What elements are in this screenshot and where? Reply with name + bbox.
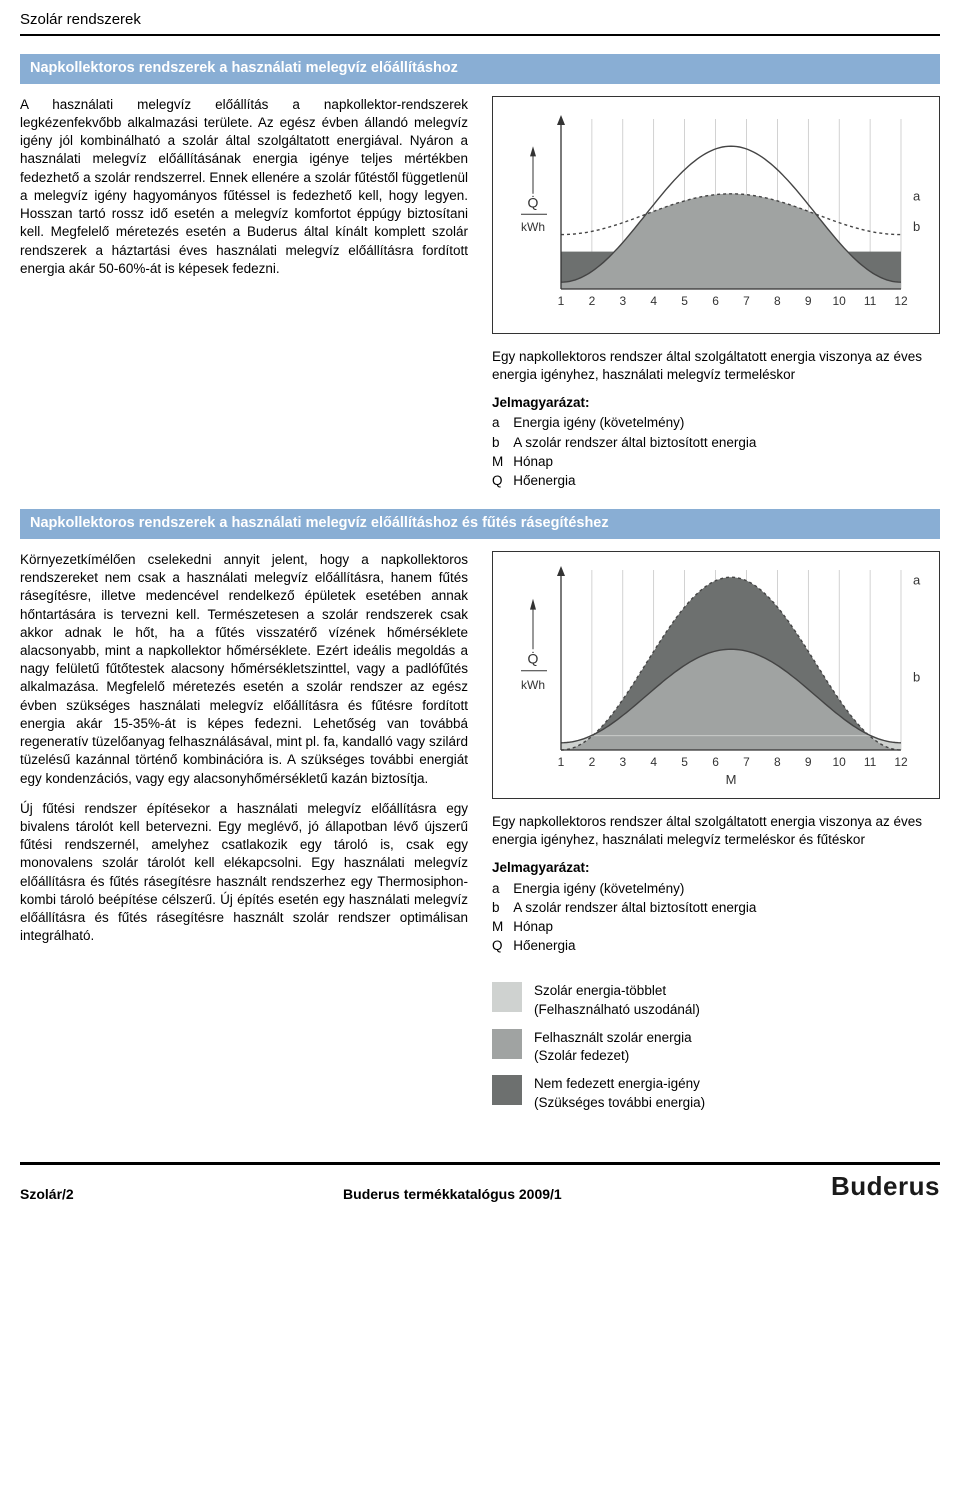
legend-key: a [492, 414, 513, 433]
legend-value: Energia igény (követelmény) [513, 414, 766, 433]
legend-value: Hónap [513, 918, 766, 937]
legend-key: b [492, 434, 513, 453]
swatch-label: Szolár energia-többlet(Felhasználható us… [534, 982, 700, 1018]
chart1-legend: aEnergia igény (követelmény)bA szolár re… [492, 414, 766, 491]
chart1-svg: ab123456789101112Q̇kWh [501, 105, 931, 325]
svg-text:7: 7 [743, 294, 750, 308]
svg-text:1: 1 [558, 294, 565, 308]
svg-text:11: 11 [864, 755, 877, 769]
svg-text:8: 8 [774, 294, 781, 308]
svg-text:M: M [726, 772, 737, 787]
svg-text:12: 12 [894, 755, 908, 769]
footer-brand: Buderus [831, 1169, 940, 1204]
swatch-row: Szolár energia-többlet(Felhasználható us… [492, 982, 940, 1018]
section2-columns: Környezetkímélően cselekedni annyit jele… [20, 551, 940, 1122]
svg-text:6: 6 [712, 755, 719, 769]
chart2-svg: abM123456789101112Q̇kWh [501, 560, 931, 790]
svg-text:2: 2 [589, 755, 596, 769]
legend-value: Energia igény (követelmény) [513, 880, 766, 899]
legend-value: Hónap [513, 453, 766, 472]
svg-text:6: 6 [712, 294, 719, 308]
chart2-caption: Egy napkollektoros rendszer által szolgá… [492, 813, 940, 849]
svg-text:Q̇: Q̇ [528, 650, 539, 666]
svg-text:10: 10 [833, 755, 847, 769]
section2-body1: Környezetkímélően cselekedni annyit jele… [20, 551, 468, 788]
svg-text:8: 8 [774, 755, 781, 769]
legend-key: M [492, 453, 513, 472]
footer-left: Szolár/2 [20, 1185, 74, 1204]
svg-text:11: 11 [864, 294, 877, 308]
swatch-color [492, 1029, 522, 1059]
section1-header: Napkollektoros rendszerek a használati m… [20, 54, 940, 84]
chart2-legend: aEnergia igény (követelmény)bA szolár re… [492, 880, 766, 957]
svg-text:b: b [913, 670, 920, 685]
svg-text:a: a [913, 188, 921, 203]
svg-text:7: 7 [743, 755, 750, 769]
chart1-box: ab123456789101112Q̇kWh [492, 96, 940, 334]
svg-text:9: 9 [805, 755, 812, 769]
footer: Szolár/2 Buderus termékkatalógus 2009/1 … [20, 1162, 940, 1218]
chart1-caption: Egy napkollektoros rendszer által szolgá… [492, 348, 940, 384]
swatch-label: Nem fedezett energia-igény(Szükséges tov… [534, 1075, 705, 1111]
footer-center: Buderus termékkatalógus 2009/1 [343, 1185, 562, 1204]
svg-text:4: 4 [650, 755, 657, 769]
color-swatches: Szolár energia-többlet(Felhasználható us… [492, 982, 940, 1111]
legend-value: Hőenergia [513, 937, 766, 956]
section1-columns: A használati melegvíz előállítás a napko… [20, 96, 940, 492]
swatch-color [492, 982, 522, 1012]
chart2-box: abM123456789101112Q̇kWh [492, 551, 940, 799]
page-title: Szolár rendszerek [20, 10, 940, 30]
svg-text:1: 1 [558, 755, 565, 769]
legend-value: Hőenergia [513, 472, 766, 491]
svg-text:3: 3 [619, 294, 626, 308]
svg-text:4: 4 [650, 294, 657, 308]
svg-text:2: 2 [589, 294, 596, 308]
svg-text:a: a [913, 572, 921, 587]
svg-text:Q̇: Q̇ [528, 194, 539, 210]
svg-text:9: 9 [805, 294, 812, 308]
svg-text:kWh: kWh [521, 220, 545, 234]
swatch-label: Felhasznált szolár energia(Szolár fedeze… [534, 1029, 692, 1065]
footer-rule [20, 1162, 940, 1165]
legend-key: M [492, 918, 513, 937]
svg-text:b: b [913, 219, 920, 234]
legend-key: b [492, 899, 513, 918]
svg-text:5: 5 [681, 755, 688, 769]
swatch-color [492, 1075, 522, 1105]
swatch-row: Felhasznált szolár energia(Szolár fedeze… [492, 1029, 940, 1065]
svg-text:3: 3 [619, 755, 626, 769]
section1-body: A használati melegvíz előállítás a napko… [20, 96, 468, 278]
chart2-legend-title: Jelmagyarázat: [492, 859, 940, 877]
svg-text:kWh: kWh [521, 678, 545, 692]
svg-text:5: 5 [681, 294, 688, 308]
svg-text:10: 10 [833, 294, 847, 308]
legend-key: Q [492, 472, 513, 491]
chart1-legend-title: Jelmagyarázat: [492, 394, 940, 412]
legend-value: A szolár rendszer által biztosított ener… [513, 434, 766, 453]
svg-text:12: 12 [894, 294, 908, 308]
legend-key: Q [492, 937, 513, 956]
title-rule [20, 34, 940, 36]
swatch-row: Nem fedezett energia-igény(Szükséges tov… [492, 1075, 940, 1111]
legend-key: a [492, 880, 513, 899]
legend-value: A szolár rendszer által biztosított ener… [513, 899, 766, 918]
section2-body2: Új fűtési rendszer építésekor a használa… [20, 800, 468, 946]
section2-header: Napkollektoros rendszerek a használati m… [20, 509, 940, 539]
